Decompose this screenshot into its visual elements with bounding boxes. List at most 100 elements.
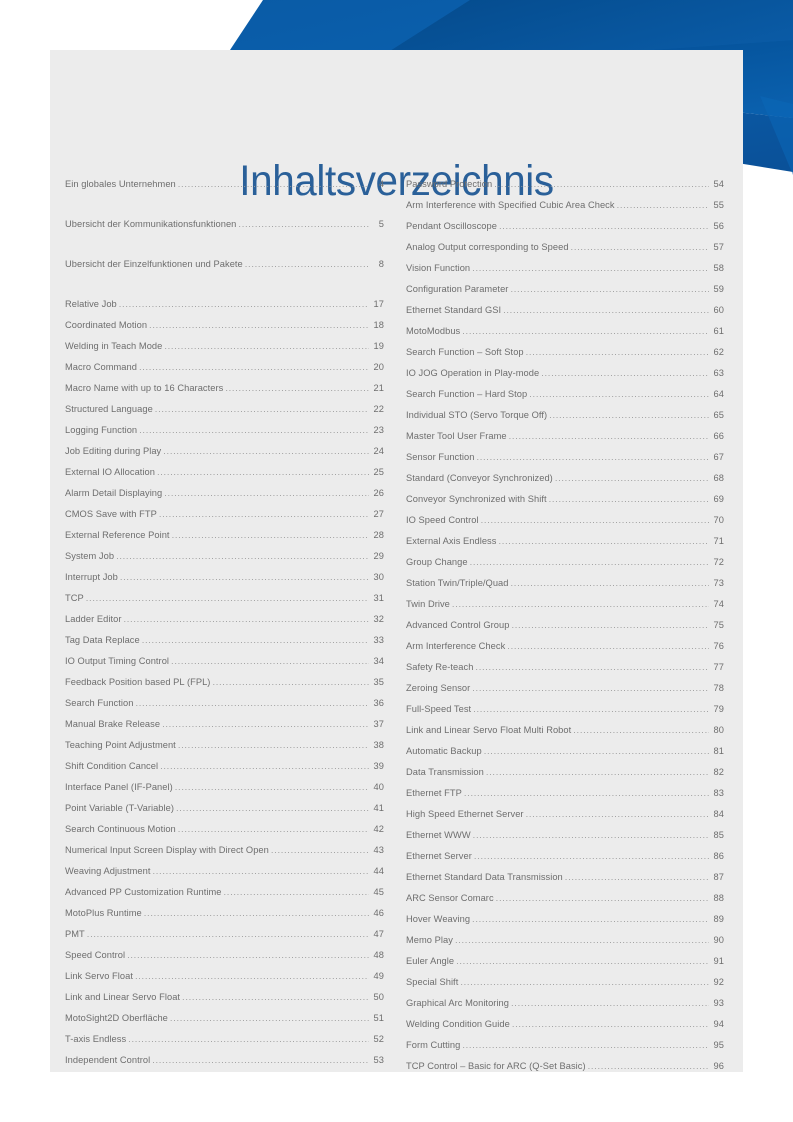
toc-entry[interactable]: IO Output Timing Control 34 [65, 657, 384, 678]
toc-entry[interactable]: Arm Interference Check 76 [406, 642, 724, 663]
toc-entry[interactable]: Coordinated Motion 18 [65, 321, 384, 342]
toc-entry[interactable]: Interrupt Job 30 [65, 573, 384, 594]
toc-entry[interactable]: ARC Sensor Comarc 88 [406, 894, 724, 915]
toc-entry[interactable]: Ein globales Unternehmen 4 [65, 180, 384, 220]
toc-entry[interactable]: IO JOG Operation in Play-mode 63 [406, 369, 724, 390]
toc-entry[interactable]: Numerical Input Screen Display with Dire… [65, 846, 384, 867]
toc-entry[interactable]: Group Change 72 [406, 558, 724, 579]
toc-entry[interactable]: Structured Language 22 [65, 405, 384, 426]
toc-entry-label: Data Transmission [406, 768, 484, 777]
toc-entry[interactable]: MotoSight2D Oberfläche 51 [65, 1014, 384, 1035]
toc-entry-label: Welding Condition Guide [406, 1020, 510, 1029]
toc-entry[interactable]: Station Twin/Triple/Quad 73 [406, 579, 724, 600]
toc-entry[interactable]: Link and Linear Servo Float 50 [65, 993, 384, 1014]
toc-entry[interactable]: Shift Condition Cancel 39 [65, 762, 384, 783]
toc-entry[interactable]: Vision Function 58 [406, 264, 724, 285]
toc-entry-label: Logging Function [65, 426, 138, 435]
toc-entry[interactable]: Advanced PP Customization Runtime 45 [65, 888, 384, 909]
toc-entry[interactable]: PMT 47 [65, 930, 384, 951]
toc-entry[interactable]: Feedback Position based PL (FPL) 35 [65, 678, 384, 699]
toc-entry[interactable]: Ethernet Server 86 [406, 852, 724, 873]
toc-leader-dots [484, 747, 709, 756]
toc-entry[interactable]: Arm Interference with Specified Cubic Ar… [406, 201, 724, 222]
toc-entry[interactable]: Twin Drive 74 [406, 600, 724, 621]
toc-entry-page-number: 83 [713, 789, 724, 798]
toc-entry[interactable]: Zeroing Sensor 78 [406, 684, 724, 705]
toc-entry[interactable]: Configuration Parameter 59 [406, 285, 724, 306]
toc-entry[interactable]: Search Function 36 [65, 699, 384, 720]
toc-entry[interactable]: Macro Name with up to 16 Characters 21 [65, 384, 384, 405]
toc-entry[interactable]: Relative Job 17 [65, 300, 384, 321]
toc-entry[interactable]: External Axis Endless 71 [406, 537, 724, 558]
toc-entry[interactable]: Independent Control 53 [65, 1056, 384, 1077]
toc-entry[interactable]: Ethernet Standard GSI 60 [406, 306, 724, 327]
toc-entry[interactable]: Weaving Adjustment 44 [65, 867, 384, 888]
toc-entry[interactable]: Hover Weaving 89 [406, 915, 724, 936]
toc-entry[interactable]: Advanced Control Group 75 [406, 621, 724, 642]
toc-entry-page-number: 20 [373, 363, 384, 372]
toc-entry[interactable]: External Reference Point 28 [65, 531, 384, 552]
toc-entry[interactable]: Speed Control 48 [65, 951, 384, 972]
toc-entry[interactable]: Special Shift 92 [406, 978, 724, 999]
toc-entry[interactable]: Teaching Point Adjustment 38 [65, 741, 384, 762]
toc-entry[interactable]: Link and Linear Servo Float Multi Robot 8… [406, 726, 724, 747]
toc-entry[interactable]: Individual STO (Servo Torque Off) 65 [406, 411, 724, 432]
toc-leader-dots [87, 930, 369, 939]
toc-entry[interactable]: Analog Output corresponding to Speed 57 [406, 243, 724, 264]
toc-entry[interactable]: Alarm Detail Displaying 26 [65, 489, 384, 510]
toc-entry[interactable]: Standard (Conveyor Synchronized) 68 [406, 474, 724, 495]
toc-entry[interactable]: Password Protection 54 [406, 180, 724, 201]
toc-entry[interactable]: Graphical Arc Monitoring 93 [406, 999, 724, 1020]
toc-entry[interactable]: T-axis Endless 52 [65, 1035, 384, 1056]
toc-entry[interactable]: External IO Allocation 25 [65, 468, 384, 489]
toc-entry[interactable]: Form Cutting 95 [406, 1041, 724, 1062]
toc-entry[interactable]: Search Continuous Motion 42 [65, 825, 384, 846]
toc-entry[interactable]: Safety Re-teach 77 [406, 663, 724, 684]
toc-leader-dots [503, 306, 709, 315]
toc-entry[interactable]: Memo Play 90 [406, 936, 724, 957]
toc-entry[interactable]: TCP Control – Basic for ARC (Q-Set Basic… [406, 1062, 724, 1083]
toc-entry[interactable]: MotoModbus 61 [406, 327, 724, 348]
toc-entry[interactable]: Sensor Function 67 [406, 453, 724, 474]
toc-entry-label: Advanced PP Customization Runtime [65, 888, 222, 897]
toc-entry[interactable]: Link Servo Float 49 [65, 972, 384, 993]
toc-entry[interactable]: Search Function – Hard Stop 64 [406, 390, 724, 411]
toc-entry[interactable]: Übersicht der Einzelfunktionen und Paket… [65, 260, 384, 300]
toc-entry[interactable]: Master Tool User Frame 66 [406, 432, 724, 453]
toc-entry-page-number: 73 [713, 579, 724, 588]
toc-entry[interactable]: Logging Function 23 [65, 426, 384, 447]
toc-entry-label: Form Cutting [406, 1041, 461, 1050]
toc-entry[interactable]: MotoPlus Runtime 46 [65, 909, 384, 930]
toc-entry[interactable]: Job Editing during Play 24 [65, 447, 384, 468]
toc-entry[interactable]: Data Transmission 82 [406, 768, 724, 789]
toc-entry[interactable]: Point Variable (T-Variable) 41 [65, 804, 384, 825]
toc-entry[interactable]: Full-Speed Test 79 [406, 705, 724, 726]
toc-entry[interactable]: Automatic Backup 81 [406, 747, 724, 768]
toc-entry-page-number: 89 [713, 915, 724, 924]
toc-leader-dots [464, 789, 709, 798]
toc-entry-page-number: 59 [713, 285, 724, 294]
toc-entry[interactable]: TCP 31 [65, 594, 384, 615]
toc-entry[interactable]: Euler Angle 91 [406, 957, 724, 978]
toc-entry[interactable]: Tag Data Replace 33 [65, 636, 384, 657]
toc-entry[interactable]: Ethernet WWW 85 [406, 831, 724, 852]
toc-entry[interactable]: High Speed Ethernet Server 84 [406, 810, 724, 831]
toc-entry[interactable]: CMOS Save with FTP 27 [65, 510, 384, 531]
toc-entry[interactable]: Welding in Teach Mode 19 [65, 342, 384, 363]
toc-entry[interactable]: IO Speed Control 70 [406, 516, 724, 537]
toc-entry[interactable]: System Job 29 [65, 552, 384, 573]
toc-entry[interactable]: Conveyor Synchronized with Shift 69 [406, 495, 724, 516]
toc-leader-dots [152, 1056, 369, 1065]
toc-entry[interactable]: Macro Command 20 [65, 363, 384, 384]
toc-entry[interactable]: Übersicht der Kommunikationsfunktionen 5 [65, 220, 384, 260]
toc-entry[interactable]: Pendant Oscilloscope 56 [406, 222, 724, 243]
toc-entry-page-number: 43 [373, 846, 384, 855]
toc-leader-dots [473, 831, 709, 840]
toc-entry[interactable]: Ethernet FTP 83 [406, 789, 724, 810]
toc-entry[interactable]: Manual Brake Release 37 [65, 720, 384, 741]
toc-entry[interactable]: Welding Condition Guide 94 [406, 1020, 724, 1041]
toc-entry[interactable]: Search Function – Soft Stop 62 [406, 348, 724, 369]
toc-entry[interactable]: Ethernet Standard Data Transmission 87 [406, 873, 724, 894]
toc-entry[interactable]: Ladder Editor 32 [65, 615, 384, 636]
toc-entry[interactable]: Interface Panel (IF-Panel) 40 [65, 783, 384, 804]
